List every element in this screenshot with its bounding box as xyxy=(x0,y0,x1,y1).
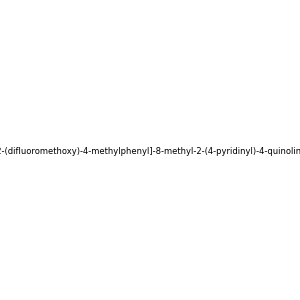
Text: 7-chloro-N-[2-(difluoromethoxy)-4-methylphenyl]-8-methyl-2-(4-pyridinyl)-4-quino: 7-chloro-N-[2-(difluoromethoxy)-4-methyl… xyxy=(0,147,300,156)
